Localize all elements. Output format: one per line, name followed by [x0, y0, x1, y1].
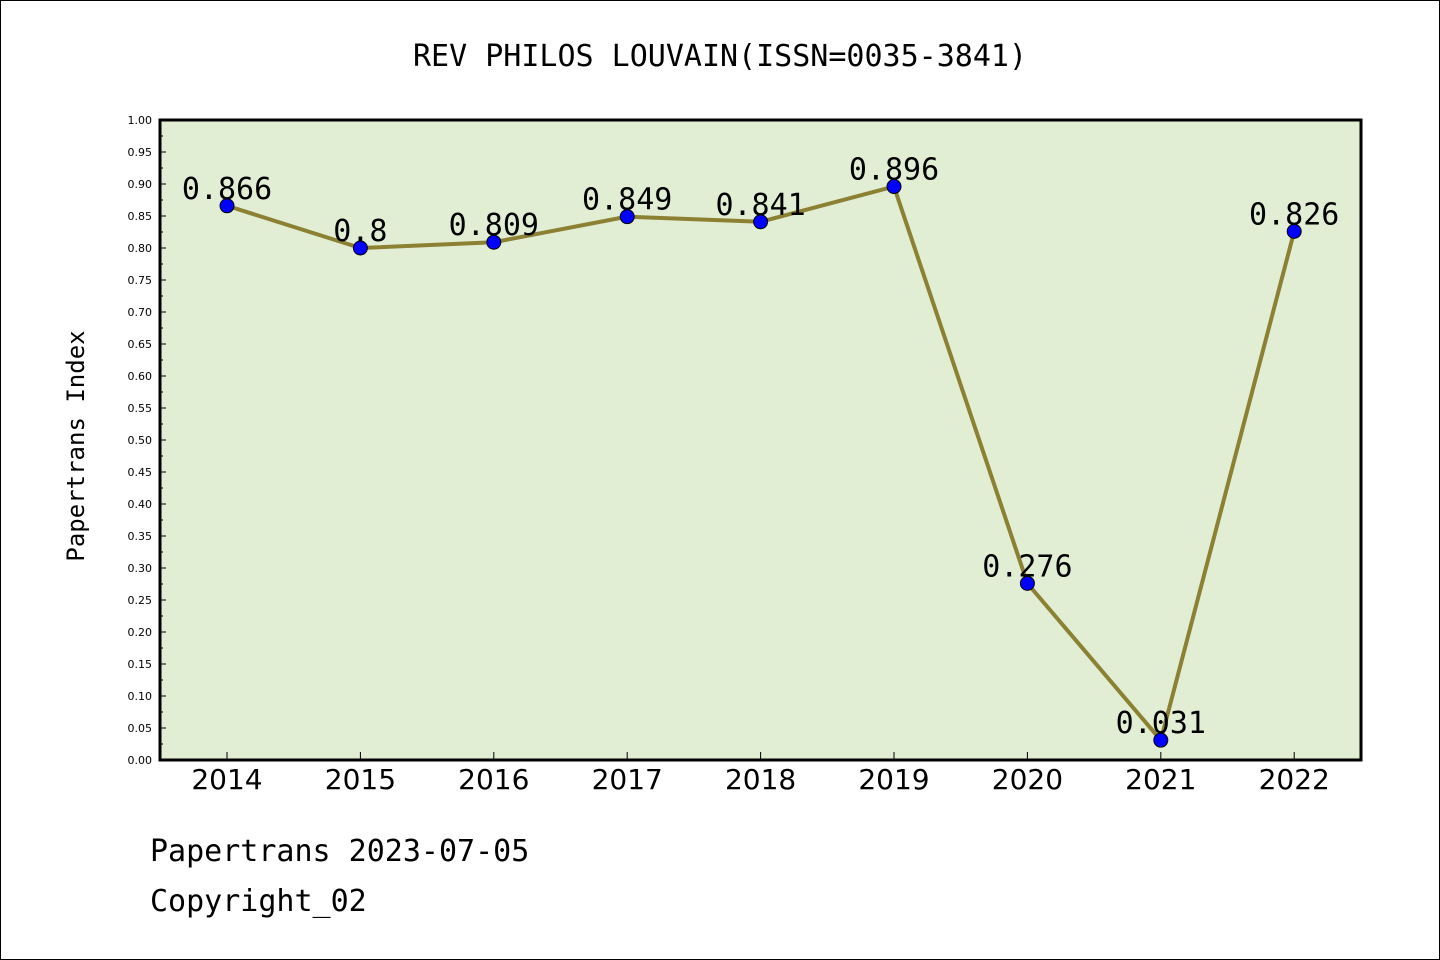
data-point	[753, 214, 769, 230]
y-tick-label: 0.45	[128, 466, 153, 479]
data-point	[619, 209, 635, 225]
x-axis-ticks: 2014 2015 2016 2017 2018 2019 2020 2021 2022	[191, 752, 1330, 796]
data-point	[1019, 575, 1035, 591]
y-tick-label: 0.90	[128, 178, 153, 191]
data-point	[219, 198, 235, 214]
x-tick-label: 2016	[458, 763, 529, 796]
x-tick-label: 2014	[191, 763, 262, 796]
x-tick-label: 2022	[1259, 763, 1330, 796]
data-label: 0.826	[1249, 197, 1339, 232]
footer-date: Papertrans 2023-07-05	[150, 834, 530, 869]
y-tick-label: 0.65	[128, 338, 153, 351]
data-point	[352, 240, 368, 256]
y-tick-label: 0.35	[128, 530, 153, 543]
data-point	[1153, 732, 1169, 748]
y-tick-label: 0.00	[128, 754, 153, 767]
data-label: 0.809	[449, 208, 539, 243]
y-tick-label: 0.60	[128, 370, 153, 383]
data-label: 0.841	[715, 188, 805, 223]
x-tick-label: 2015	[325, 763, 396, 796]
x-tick-label: 2017	[592, 763, 663, 796]
x-tick-label: 2019	[858, 763, 929, 796]
y-tick-label: 0.75	[128, 274, 153, 287]
data-label: 0.031	[1116, 706, 1206, 741]
y-tick-label: 0.05	[128, 722, 153, 735]
y-tick-label: 0.80	[128, 242, 153, 255]
y-tick-label: 0.15	[128, 658, 153, 671]
plot-border	[158, 118, 1363, 762]
y-tick-label: 0.70	[128, 306, 153, 319]
y-tick-label: 0.25	[128, 594, 153, 607]
y-tick-label: 0.50	[128, 434, 153, 447]
y-tick-label: 0.30	[128, 562, 153, 575]
y-tick-label: 0.95	[128, 146, 153, 159]
x-tick-label: 2021	[1125, 763, 1196, 796]
data-label: 0.8	[333, 214, 387, 249]
series-group: 0.866 0.8 0.809 0.849 0.841 0.896 0.276 0.031 0.…	[182, 153, 1339, 748]
y-tick-label: 0.10	[128, 690, 153, 703]
y-axis-label: Papertrans Index	[62, 330, 90, 561]
x-tick-label: 2020	[992, 763, 1063, 796]
chart-title: REV PHILOS LOUVAIN(ISSN=0035-3841)	[413, 39, 1027, 74]
y-tick-label: 0.55	[128, 402, 153, 415]
data-point	[486, 234, 502, 250]
y-axis-ticks: 0.00 0.05 0.10 0.15 0.20 0.25 0.30 0.35 0.40 0.45…	[128, 114, 166, 767]
footer-copyright: Copyright_02	[150, 884, 367, 919]
y-tick-label: 1.00	[128, 114, 153, 127]
data-label: 0.866	[182, 172, 272, 207]
y-tick-label: 0.20	[128, 626, 153, 639]
data-label: 0.276	[982, 549, 1072, 584]
x-tick-label: 2018	[725, 763, 796, 796]
data-label: 0.896	[849, 153, 939, 188]
data-label: 0.849	[582, 183, 672, 218]
y-tick-label: 0.40	[128, 498, 153, 511]
data-point	[1286, 223, 1302, 239]
y-tick-label: 0.85	[128, 210, 153, 223]
data-point	[886, 179, 902, 195]
